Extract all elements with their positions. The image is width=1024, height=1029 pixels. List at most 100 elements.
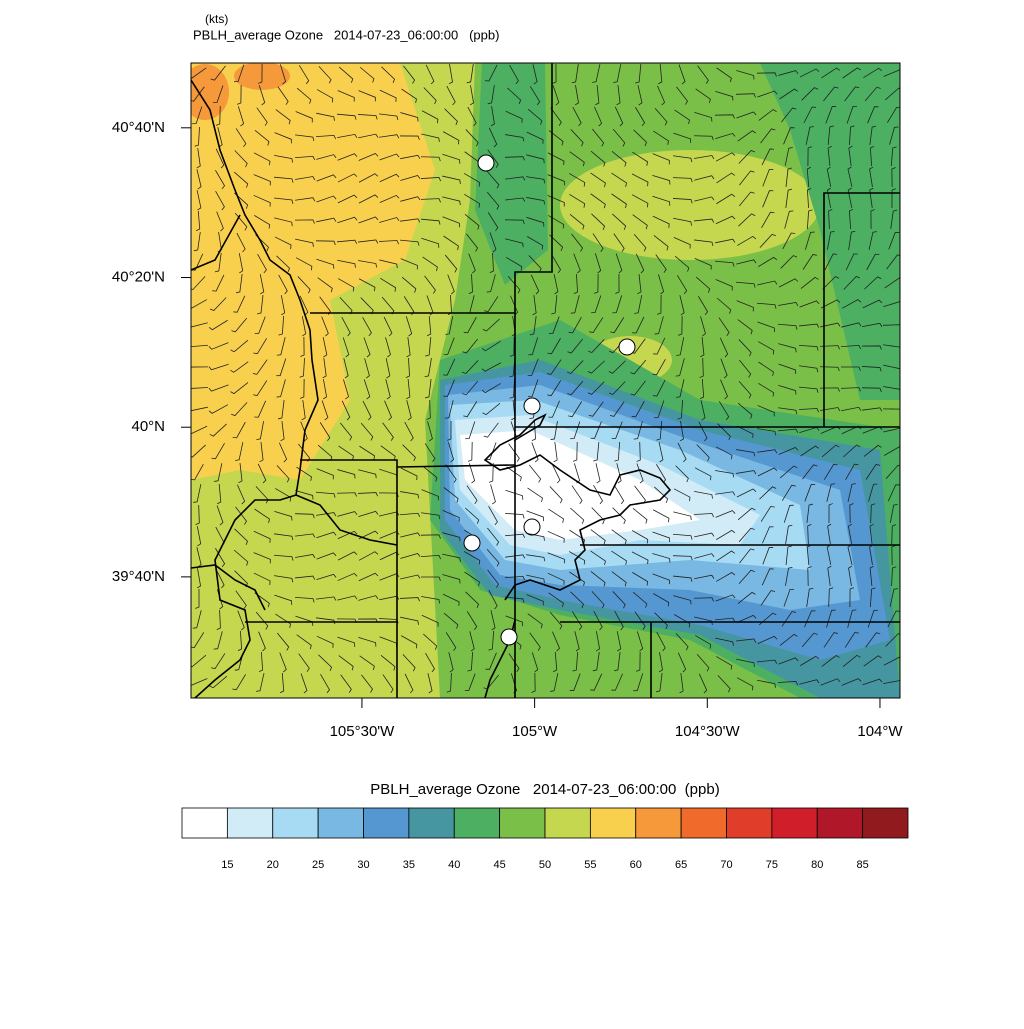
wind-barb [421, 614, 439, 627]
wind-barb [800, 655, 820, 666]
wind-barb [209, 297, 227, 312]
wind-barb [757, 321, 775, 333]
wind-barb [632, 572, 649, 586]
wind-barb [316, 573, 337, 580]
wind-barb [343, 379, 350, 400]
wind-barb [253, 552, 271, 564]
wind-barb [632, 508, 648, 524]
wind-barb [321, 400, 329, 421]
wind-barb [442, 532, 461, 542]
wind-barb [316, 112, 335, 121]
wind-barb [526, 176, 546, 184]
wind-barb [279, 652, 287, 673]
wind-barb [209, 675, 228, 689]
wind-barb [214, 463, 223, 482]
wind-barb [317, 277, 333, 293]
wind-barb [762, 169, 774, 187]
wind-barb [401, 88, 417, 103]
colorbar-label: 45 [494, 859, 506, 871]
wind-barb [195, 210, 201, 232]
wind-barb [529, 464, 542, 483]
wind-barb [382, 674, 394, 693]
wind-barb [424, 358, 432, 378]
wind-barb [676, 379, 685, 398]
wind-barb [654, 107, 668, 126]
wind-barb [379, 551, 400, 561]
wind-barb [637, 274, 642, 295]
wind-barb [736, 70, 755, 80]
colorbar-label: 20 [267, 859, 279, 871]
wind-barb [611, 571, 627, 587]
wind-barb [891, 524, 897, 545]
wind-barb [825, 106, 837, 124]
colorbar-label: 15 [221, 859, 233, 871]
wind-barb [869, 187, 874, 208]
wind-barb [256, 421, 265, 440]
wind-barb [442, 153, 461, 164]
wind-barb [254, 592, 270, 608]
wind-barb [443, 379, 455, 397]
wind-barb [652, 358, 666, 376]
wind-barb [402, 444, 416, 462]
wind-barb [635, 253, 645, 274]
wind-barb [468, 463, 476, 484]
wind-barb [736, 449, 756, 457]
wind-barb [785, 188, 793, 208]
wind-barb [675, 465, 689, 483]
wind-barb [548, 400, 560, 418]
wind-barb [316, 468, 334, 480]
wind-barb [490, 106, 495, 127]
wind-barb [230, 361, 249, 373]
wind-barb [720, 379, 728, 400]
wind-barb [208, 404, 229, 414]
wind-barb [632, 214, 648, 230]
wind-barb [385, 337, 391, 358]
wind-barb [316, 217, 337, 223]
wind-barb [799, 68, 820, 78]
wind-barb [674, 255, 690, 272]
wind-barb [591, 213, 606, 231]
wind-barb [279, 672, 285, 694]
wind-barb [194, 126, 200, 147]
wind-barb [257, 253, 267, 274]
wind-barb [193, 232, 201, 252]
wind-barb [593, 273, 599, 294]
wind-barb [633, 233, 647, 252]
field-region [760, 63, 900, 400]
wind-barb [631, 400, 645, 418]
wind-barb [846, 105, 857, 124]
wind-barb [652, 215, 670, 228]
wind-barb [655, 254, 667, 273]
wind-barb [253, 380, 268, 397]
wind-barb [505, 197, 526, 202]
wind-barb [343, 358, 349, 379]
wind-barb [420, 198, 441, 203]
wind-barb [463, 316, 477, 334]
wind-barb [274, 197, 294, 204]
wind-barb [679, 295, 685, 316]
wind-barb [337, 259, 356, 268]
wind-barb [400, 552, 421, 559]
wind-barb [445, 316, 454, 335]
wind-barb [700, 400, 706, 421]
wind-barb [695, 635, 712, 649]
wind-barb [338, 66, 354, 83]
colorbar-box [635, 807, 682, 839]
wind-barb [718, 401, 730, 421]
wind-barb [714, 260, 735, 267]
wind-barb [807, 187, 812, 209]
wind-barb [694, 553, 715, 559]
wind-barb [337, 216, 358, 224]
wind-barb [592, 652, 600, 672]
colorbar-box [589, 807, 637, 839]
wind-barb [506, 466, 522, 482]
wind-barb [612, 295, 623, 314]
wind-barb [869, 523, 874, 544]
wind-barb [762, 526, 774, 544]
colorbar-box [816, 807, 864, 839]
colorbar-label: 55 [584, 859, 596, 871]
wind-barb [674, 614, 691, 628]
wind-barb [400, 574, 421, 580]
wind-barb [551, 254, 562, 274]
y-tick-label: 40°N [131, 418, 165, 435]
